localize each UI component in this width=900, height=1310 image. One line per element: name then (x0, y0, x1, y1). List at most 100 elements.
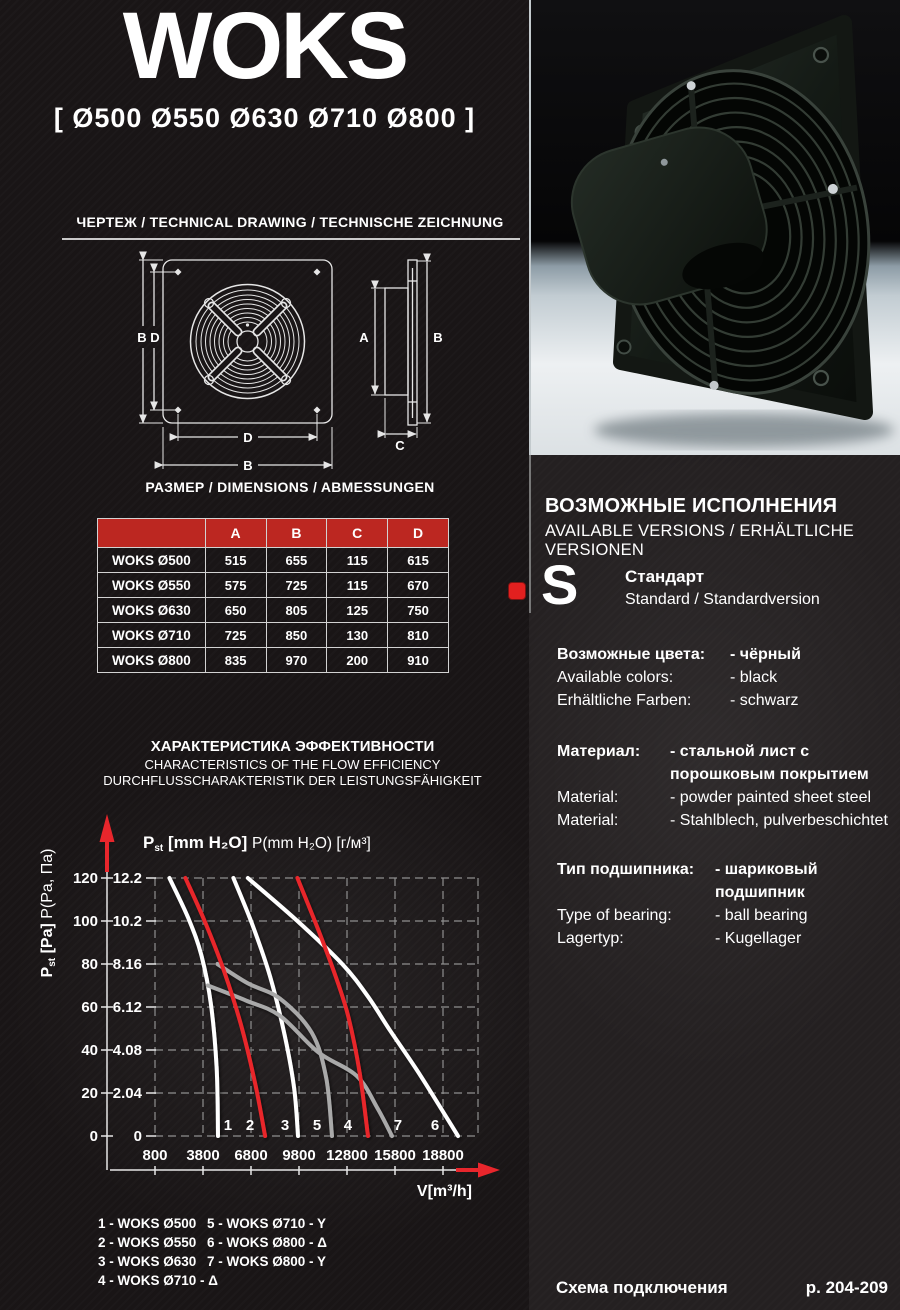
model-name-cell: WOKS Ø710 (97, 622, 206, 648)
panel-divider (529, 0, 531, 455)
spec-value: - Stahlblech, pulverbeschichtet (670, 812, 888, 829)
chart-legend-column-1: 1 - WOKS Ø500 2 - WOKS Ø550 3 - WOKS Ø630 4… (98, 1214, 218, 1290)
grille-rings (189, 283, 306, 400)
spec-value: - Kugellager (715, 930, 802, 947)
table-row: WOKS Ø710 725 850 130 810 (97, 622, 449, 648)
mounting-holes (174, 268, 321, 414)
spec-value: - ball bearing (715, 907, 808, 924)
dimension-value-cell: 835 (204, 647, 267, 673)
axis-tick-label: 0 (90, 1128, 98, 1145)
curve-number-3: 3 (281, 1117, 289, 1134)
spec-label: Available colors: (557, 669, 674, 686)
table-row: WOKS Ø550 575 725 115 670 (97, 572, 449, 598)
spec-row: Lagertyp: - Kugellager (557, 927, 889, 950)
spec-row: Erhältliche Farben: - schwarz (557, 689, 889, 712)
left-panel: WOKS [ Ø500 Ø550 Ø630 Ø710 Ø800 ] ЧЕРТЕЖ… (0, 0, 529, 1310)
legend-item: 5 - WOKS Ø710 - Y (207, 1216, 327, 1231)
spec-row: Available colors: - black (557, 666, 889, 689)
spec-row: Тип подшипника: - шариковый подшипник (557, 858, 889, 904)
dim-label-front-B: B (137, 330, 146, 345)
model-name-cell: WOKS Ø550 (97, 572, 206, 598)
chart-curves (167, 876, 460, 1138)
front-view-plate (162, 259, 333, 424)
side-view (384, 259, 418, 426)
dimension-value-cell: 910 (387, 647, 449, 673)
x-axis-label: V[m³/h] (417, 1183, 472, 1200)
legend-item: 4 - WOKS Ø710 - Δ (98, 1273, 218, 1288)
spec-value: - стальной лист с порошковым покрытием (670, 743, 869, 783)
legend-item: 1 - WOKS Ø500 (98, 1216, 197, 1231)
table-header-cell: A (204, 518, 267, 548)
fan-shadow (594, 413, 894, 447)
technical-drawing: B D D B A B C (137, 251, 443, 473)
spec-row: Material: - Stahlblech, pulverbeschichtet (557, 809, 889, 832)
spec-label: Материал: (557, 743, 641, 760)
table-row: WOKS Ø630 650 805 125 750 (97, 597, 449, 623)
axis-tick-label: 18800 (422, 1147, 464, 1164)
table-header-cell: B (265, 518, 328, 548)
curve-3 (231, 876, 300, 1138)
axis-tick-label: 15800 (374, 1147, 416, 1164)
dimension-value-cell: 200 (326, 647, 389, 673)
panel-divider-lower (529, 455, 531, 613)
axis-tick-label: 3800 (186, 1147, 219, 1164)
chart-title-ru: ХАРАКТЕРИСТИКА ЭФФЕКТИВНОСТИ (150, 738, 435, 755)
versions-heading-latin: AVAILABLE VERSIONS / ERHÄLTLICHE VERSION… (545, 522, 854, 559)
curve-number-7: 7 (394, 1117, 402, 1134)
curve-number-labels: 1 2 3 4 5 6 7 (224, 1117, 439, 1134)
spec-label: Material: (557, 789, 619, 806)
curve-1 (167, 876, 220, 1138)
axis-tick-label: 0 (134, 1128, 142, 1145)
dimension-value-cell: 115 (326, 572, 389, 598)
axis-tick-label: 9800 (282, 1147, 315, 1164)
chart-title-de: DURCHFLUSSCHARAKTERISTIK DER LEISTUNGSFÄ… (103, 773, 482, 788)
axis-tick-label: 20 (81, 1085, 98, 1102)
version-title-latin: Standard / Standardversion (625, 591, 820, 608)
axis-tick-label: 40 (81, 1042, 98, 1059)
spec-value: - powder painted sheet steel (670, 789, 872, 806)
dimension-value-cell: 125 (326, 597, 389, 623)
pressure-scale-header: Pst [mm H₂O] P(mm H₂O) [г/м³] (143, 833, 371, 854)
axis-tick-label: 2.04 (113, 1085, 143, 1102)
spec-value: - schwarz (730, 692, 799, 709)
chart-ticks: 0 0 20 2.04 40 4.08 60 6.12 80 8.16 100 10.2 120 12.2… (73, 870, 464, 1175)
curve-number-4: 4 (344, 1117, 353, 1134)
footer-page-reference: p. 204-209 (805, 1278, 888, 1297)
spec-label: Возможные цвета: (557, 646, 706, 663)
dim-label-side-A: A (359, 330, 369, 345)
dimension-value-cell: 130 (326, 622, 389, 648)
dimension-value-cell: 850 (265, 622, 328, 648)
axis-tick-label: 6.12 (113, 999, 142, 1016)
product-photo (529, 0, 900, 455)
dim-label-side-C: C (395, 438, 405, 453)
drawing-section-heading: ЧЕРТЕЖ / TECHNICAL DRAWING / TECHNISCHE … (76, 214, 504, 230)
spec-label: Erhältliche Farben: (557, 692, 692, 709)
dimension-value-cell: 115 (326, 547, 389, 573)
axis-tick-label: 10.2 (113, 913, 142, 930)
chart-title-en: CHARACTERISTICS OF THE FLOW EFFICIENCY (144, 757, 441, 772)
legend-item: 6 - WOKS Ø800 - Δ (207, 1235, 327, 1250)
axis-tick-label: 12800 (326, 1147, 368, 1164)
dim-label-front-D: D (150, 330, 159, 345)
dimension-value-cell: 615 (387, 547, 449, 573)
version-badge-S: S (541, 553, 579, 616)
hub-circle (236, 330, 259, 353)
model-name-cell: WOKS Ø630 (97, 597, 206, 623)
model-name-cell: WOKS Ø800 (97, 647, 206, 673)
table-header-cell (97, 518, 206, 548)
y-axis-label: Pst [Pa] P(Pa, Па) (39, 849, 58, 978)
legend-item: 2 - WOKS Ø550 (98, 1235, 197, 1250)
footer-connection-diagram-label: Схема подключения (556, 1278, 728, 1297)
curve-4 (295, 876, 370, 1138)
axis-tick-label: 8.16 (113, 956, 142, 973)
right-panel: ВОЗМОЖНЫЕ ИСПОЛНЕНИЯ AVAILABLE VERSIONS … (529, 0, 900, 1310)
curve-2 (183, 876, 268, 1138)
table-header-cell: C (326, 518, 389, 548)
spec-row: Материал: - стальной лист с порошковым по… (557, 740, 889, 786)
spec-value: - чёрный (730, 646, 801, 663)
fan-motor-cover (570, 126, 768, 306)
heading-rule (62, 238, 520, 240)
curve-number-5: 5 (313, 1117, 321, 1134)
curve-7 (205, 983, 394, 1138)
dimension-value-cell: 725 (204, 622, 267, 648)
